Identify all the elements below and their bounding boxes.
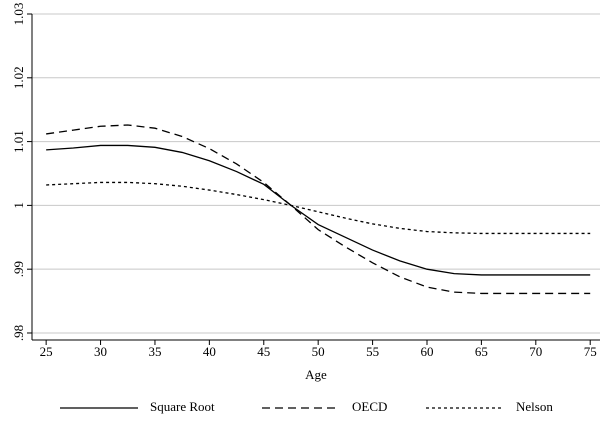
series-line bbox=[46, 124, 591, 295]
x-axis-label: Age bbox=[305, 367, 327, 382]
x-tick-label: 60 bbox=[420, 344, 433, 359]
x-tick-label: 25 bbox=[40, 344, 53, 359]
legend-label: Square Root bbox=[150, 399, 215, 414]
x-tick-label: 40 bbox=[203, 344, 216, 359]
y-tick-label: .99 bbox=[11, 261, 26, 277]
x-tick-label: 30 bbox=[94, 344, 107, 359]
x-tick-label: 35 bbox=[148, 344, 161, 359]
x-tick-label: 70 bbox=[529, 344, 542, 359]
y-tick-label: .98 bbox=[11, 325, 26, 341]
y-tick-label: 1 bbox=[11, 202, 26, 209]
legend-label: Nelson bbox=[516, 399, 553, 414]
x-tick-label: 65 bbox=[475, 344, 488, 359]
x-tick-label: 75 bbox=[584, 344, 597, 359]
series-line bbox=[46, 181, 591, 235]
series-line bbox=[46, 144, 591, 276]
y-tick-label: 1.02 bbox=[11, 66, 26, 89]
x-tick-label: 50 bbox=[312, 344, 325, 359]
y-tick-label: 1.03 bbox=[11, 3, 26, 26]
x-tick-label: 55 bbox=[366, 344, 379, 359]
legend-label: OECD bbox=[352, 399, 387, 414]
x-tick-label: 45 bbox=[257, 344, 270, 359]
y-tick-label: 1.01 bbox=[11, 130, 26, 153]
